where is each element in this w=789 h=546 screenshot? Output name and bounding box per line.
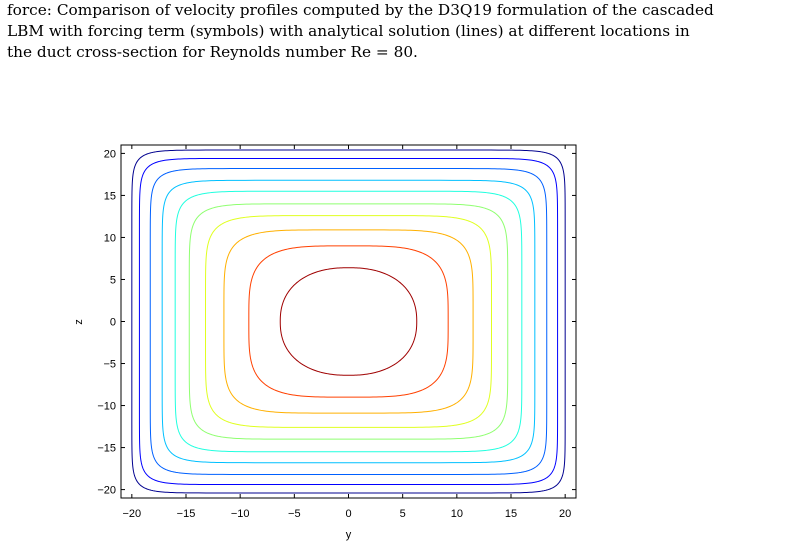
x-tick-label: 0 — [345, 508, 351, 520]
contour-level-1 — [131, 149, 566, 494]
x-tick-label: 5 — [400, 508, 406, 520]
y-axis-label: z — [73, 319, 85, 325]
caption-line-1: force: Comparison of velocity profiles c… — [7, 1, 714, 19]
y-tick-label: −15 — [97, 443, 116, 455]
contour-level-6 — [188, 203, 509, 440]
caption-line-3: the duct cross-section for Reynolds numb… — [7, 43, 418, 61]
y-tick-label: 15 — [104, 190, 116, 202]
y-tick-label: 20 — [104, 148, 116, 160]
x-tick-label: −10 — [231, 508, 250, 520]
x-tick-label: 20 — [559, 508, 571, 520]
y-tick-label: 10 — [104, 232, 116, 244]
x-tick-label: −15 — [177, 508, 196, 520]
contour-level-8 — [223, 229, 474, 414]
x-axis: −20 −15 −10 −5 0 5 10 15 20 — [122, 145, 571, 520]
y-axis: −20 −15 −10 −5 0 5 10 15 20 — [97, 148, 576, 497]
contour-level-2 — [138, 157, 559, 486]
x-tick-label: −20 — [122, 508, 141, 520]
x-tick-label: −5 — [288, 508, 301, 520]
y-tick-label: −10 — [97, 401, 116, 413]
y-tick-label: 5 — [110, 274, 116, 286]
y-tick-label: −5 — [103, 359, 116, 371]
x-tick-label: 15 — [505, 508, 517, 520]
contour-level-7 — [204, 215, 493, 428]
y-tick-label: −20 — [97, 485, 116, 497]
x-tick-label: 10 — [451, 508, 463, 520]
contour-lines — [131, 149, 566, 494]
contour-level-3 — [149, 168, 548, 475]
contour-level-9 — [248, 245, 449, 398]
contour-level-4 — [161, 179, 536, 464]
figure-caption: force: Comparison of velocity profiles c… — [7, 0, 787, 63]
x-axis-label: y — [346, 529, 352, 541]
contour-level-10 — [279, 267, 418, 376]
caption-line-2: LBM with forcing term (symbols) with ana… — [7, 22, 690, 40]
contour-level-5 — [174, 190, 523, 453]
y-tick-label: 0 — [110, 317, 116, 329]
